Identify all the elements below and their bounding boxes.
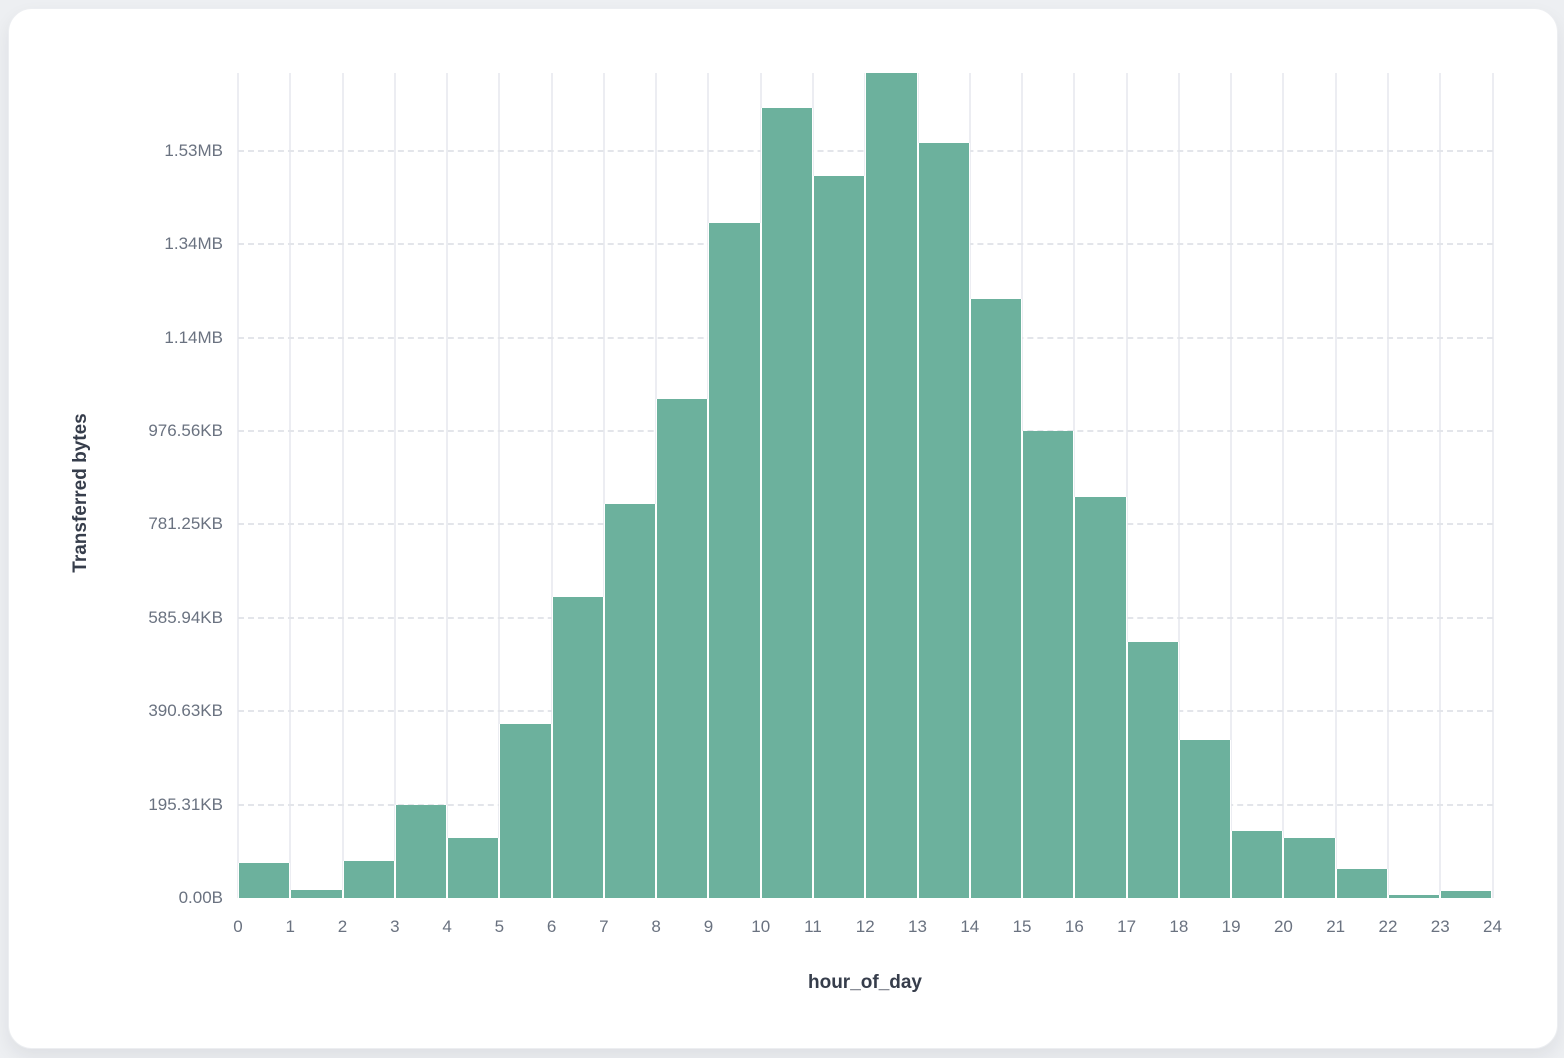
bar-hour-23[interactable] <box>1440 890 1493 898</box>
y-tick-label: 585.94KB <box>148 607 223 627</box>
bar-hour-8[interactable] <box>656 399 709 898</box>
x-tick-label: 6 <box>546 917 557 936</box>
bar-hour-21[interactable] <box>1335 869 1388 898</box>
v-gridline <box>550 73 553 898</box>
x-tick-label: 24 <box>1483 917 1502 936</box>
x-tick-label: 9 <box>703 917 714 936</box>
x-tick-label: 10 <box>751 917 771 936</box>
bar-hour-22[interactable] <box>1387 894 1441 898</box>
x-tick-label: 1 <box>285 917 295 936</box>
v-gridline <box>289 73 292 898</box>
v-gridline <box>602 73 605 898</box>
x-tick-label: 5 <box>494 917 505 936</box>
bar-hour-12[interactable] <box>865 73 918 898</box>
x-tick-label: 0 <box>233 917 243 936</box>
x-tick-label: 15 <box>1012 917 1032 936</box>
bar-hour-20[interactable] <box>1283 837 1336 898</box>
y-tick-label: 1.53MB <box>164 140 223 160</box>
x-tick-label: 19 <box>1221 917 1241 936</box>
y-tick-label: 781.25KB <box>148 514 223 534</box>
v-gridline <box>1125 73 1128 898</box>
bar-hour-10[interactable] <box>760 107 813 898</box>
v-gridline <box>393 73 396 898</box>
bar-hour-9[interactable] <box>708 223 761 898</box>
v-gridline <box>1282 73 1285 898</box>
v-gridline <box>1491 73 1494 898</box>
bar-hour-0[interactable] <box>238 862 291 898</box>
y-tick-label: 195.31KB <box>148 794 223 814</box>
x-tick-label: 21 <box>1326 917 1346 936</box>
x-tick-label: 3 <box>390 917 400 936</box>
bar-hour-5[interactable] <box>499 723 552 898</box>
bar-hour-7[interactable] <box>603 503 657 898</box>
y-axis-title: Transferred bytes <box>70 413 91 573</box>
x-tick-label: 12 <box>855 917 875 936</box>
bar-hour-13[interactable] <box>917 142 970 898</box>
x-tick-label: 7 <box>599 917 609 936</box>
v-gridline <box>1334 73 1337 898</box>
y-tick-label: 976.56KB <box>148 421 223 440</box>
x-tick-label: 2 <box>337 917 348 936</box>
x-tick-label: 20 <box>1273 917 1293 936</box>
bar-hour-3[interactable] <box>394 805 448 898</box>
v-gridline <box>498 73 501 898</box>
x-tick-label: 8 <box>651 917 661 936</box>
bar-hour-19[interactable] <box>1231 830 1284 898</box>
v-gridline <box>341 73 344 898</box>
v-gridline <box>237 73 239 898</box>
bar-hour-2[interactable] <box>342 861 395 898</box>
x-tick-label: 13 <box>908 917 927 936</box>
v-gridline <box>1073 73 1076 898</box>
y-tick-label: 390.63KB <box>148 701 223 721</box>
chart-card: 0.00B 195.31KB 390.63KB 585.94KB 781.25KB 976… <box>8 8 1558 1049</box>
v-gridline <box>1386 73 1389 898</box>
bar-hour-17[interactable] <box>1126 642 1179 898</box>
v-gridline <box>1439 73 1442 898</box>
bar-hour-11[interactable] <box>812 176 866 898</box>
bar-hour-1[interactable] <box>290 890 343 898</box>
v-gridline <box>446 73 449 898</box>
bar-hour-14[interactable] <box>969 298 1023 898</box>
x-axis-title: hour_of_day <box>807 972 923 993</box>
x-tick-label: 4 <box>442 917 452 936</box>
x-tick-label: 18 <box>1169 917 1189 936</box>
x-tick-label: 16 <box>1064 917 1084 936</box>
y-tick-label: 1.14MB <box>164 327 223 347</box>
x-tick-label: 17 <box>1117 917 1137 936</box>
v-gridline <box>1177 73 1180 898</box>
bar-hour-6[interactable] <box>551 596 604 898</box>
v-gridline <box>1230 73 1233 898</box>
x-tick-label: 14 <box>960 917 980 936</box>
bar-hour-16[interactable] <box>1074 496 1127 898</box>
x-tick-label: 11 <box>804 917 822 936</box>
bar-hour-4[interactable] <box>447 838 500 898</box>
x-tick-label: 22 <box>1378 917 1398 936</box>
bar-hour-15[interactable] <box>1022 431 1075 898</box>
y-tick-label: 0.00B <box>178 888 223 907</box>
bar-hour-18[interactable] <box>1178 740 1232 898</box>
y-tick-label: 1.34MB <box>164 234 223 254</box>
x-tick-label: 23 <box>1430 917 1450 936</box>
